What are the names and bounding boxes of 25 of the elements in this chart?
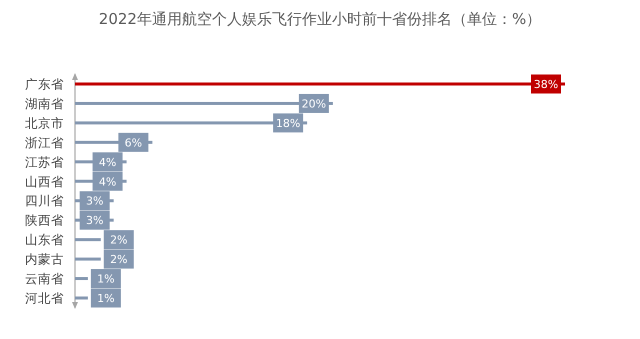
data-label: 3% — [86, 194, 104, 208]
data-label: 18% — [276, 116, 300, 130]
y-tick-label: 山西省 — [25, 174, 64, 189]
y-tick-label: 云南省 — [25, 271, 64, 286]
y-tick-label: 陕西省 — [25, 212, 64, 228]
data-label: 2% — [110, 234, 128, 247]
y-tick-label: 湖南省 — [25, 96, 64, 111]
data-label: 1% — [97, 292, 115, 305]
data-label: 2% — [110, 253, 128, 266]
data-label: 38% — [534, 78, 558, 91]
data-label: 3% — [86, 214, 104, 228]
data-label: 20% — [302, 97, 326, 110]
data-label: 4% — [98, 175, 116, 188]
y-tick-label: 山东省 — [25, 232, 64, 248]
y-tick-label: 江苏省 — [25, 154, 64, 170]
y-tick-label: 浙江省 — [25, 134, 64, 150]
y-tick-label: 内蒙古 — [25, 252, 64, 267]
y-tick-label: 广东省 — [25, 76, 64, 92]
chart-title: 2022年通用航空个人娱乐飞行作业小时前十省份排名（单位：%） — [98, 10, 542, 28]
y-tick-label: 河北省 — [25, 290, 64, 306]
data-label: 6% — [124, 136, 142, 150]
y-tick-label: 北京市 — [25, 115, 64, 130]
data-label: 1% — [97, 272, 115, 286]
data-label: 4% — [98, 156, 116, 169]
y-tick-label: 四川省 — [25, 193, 64, 208]
